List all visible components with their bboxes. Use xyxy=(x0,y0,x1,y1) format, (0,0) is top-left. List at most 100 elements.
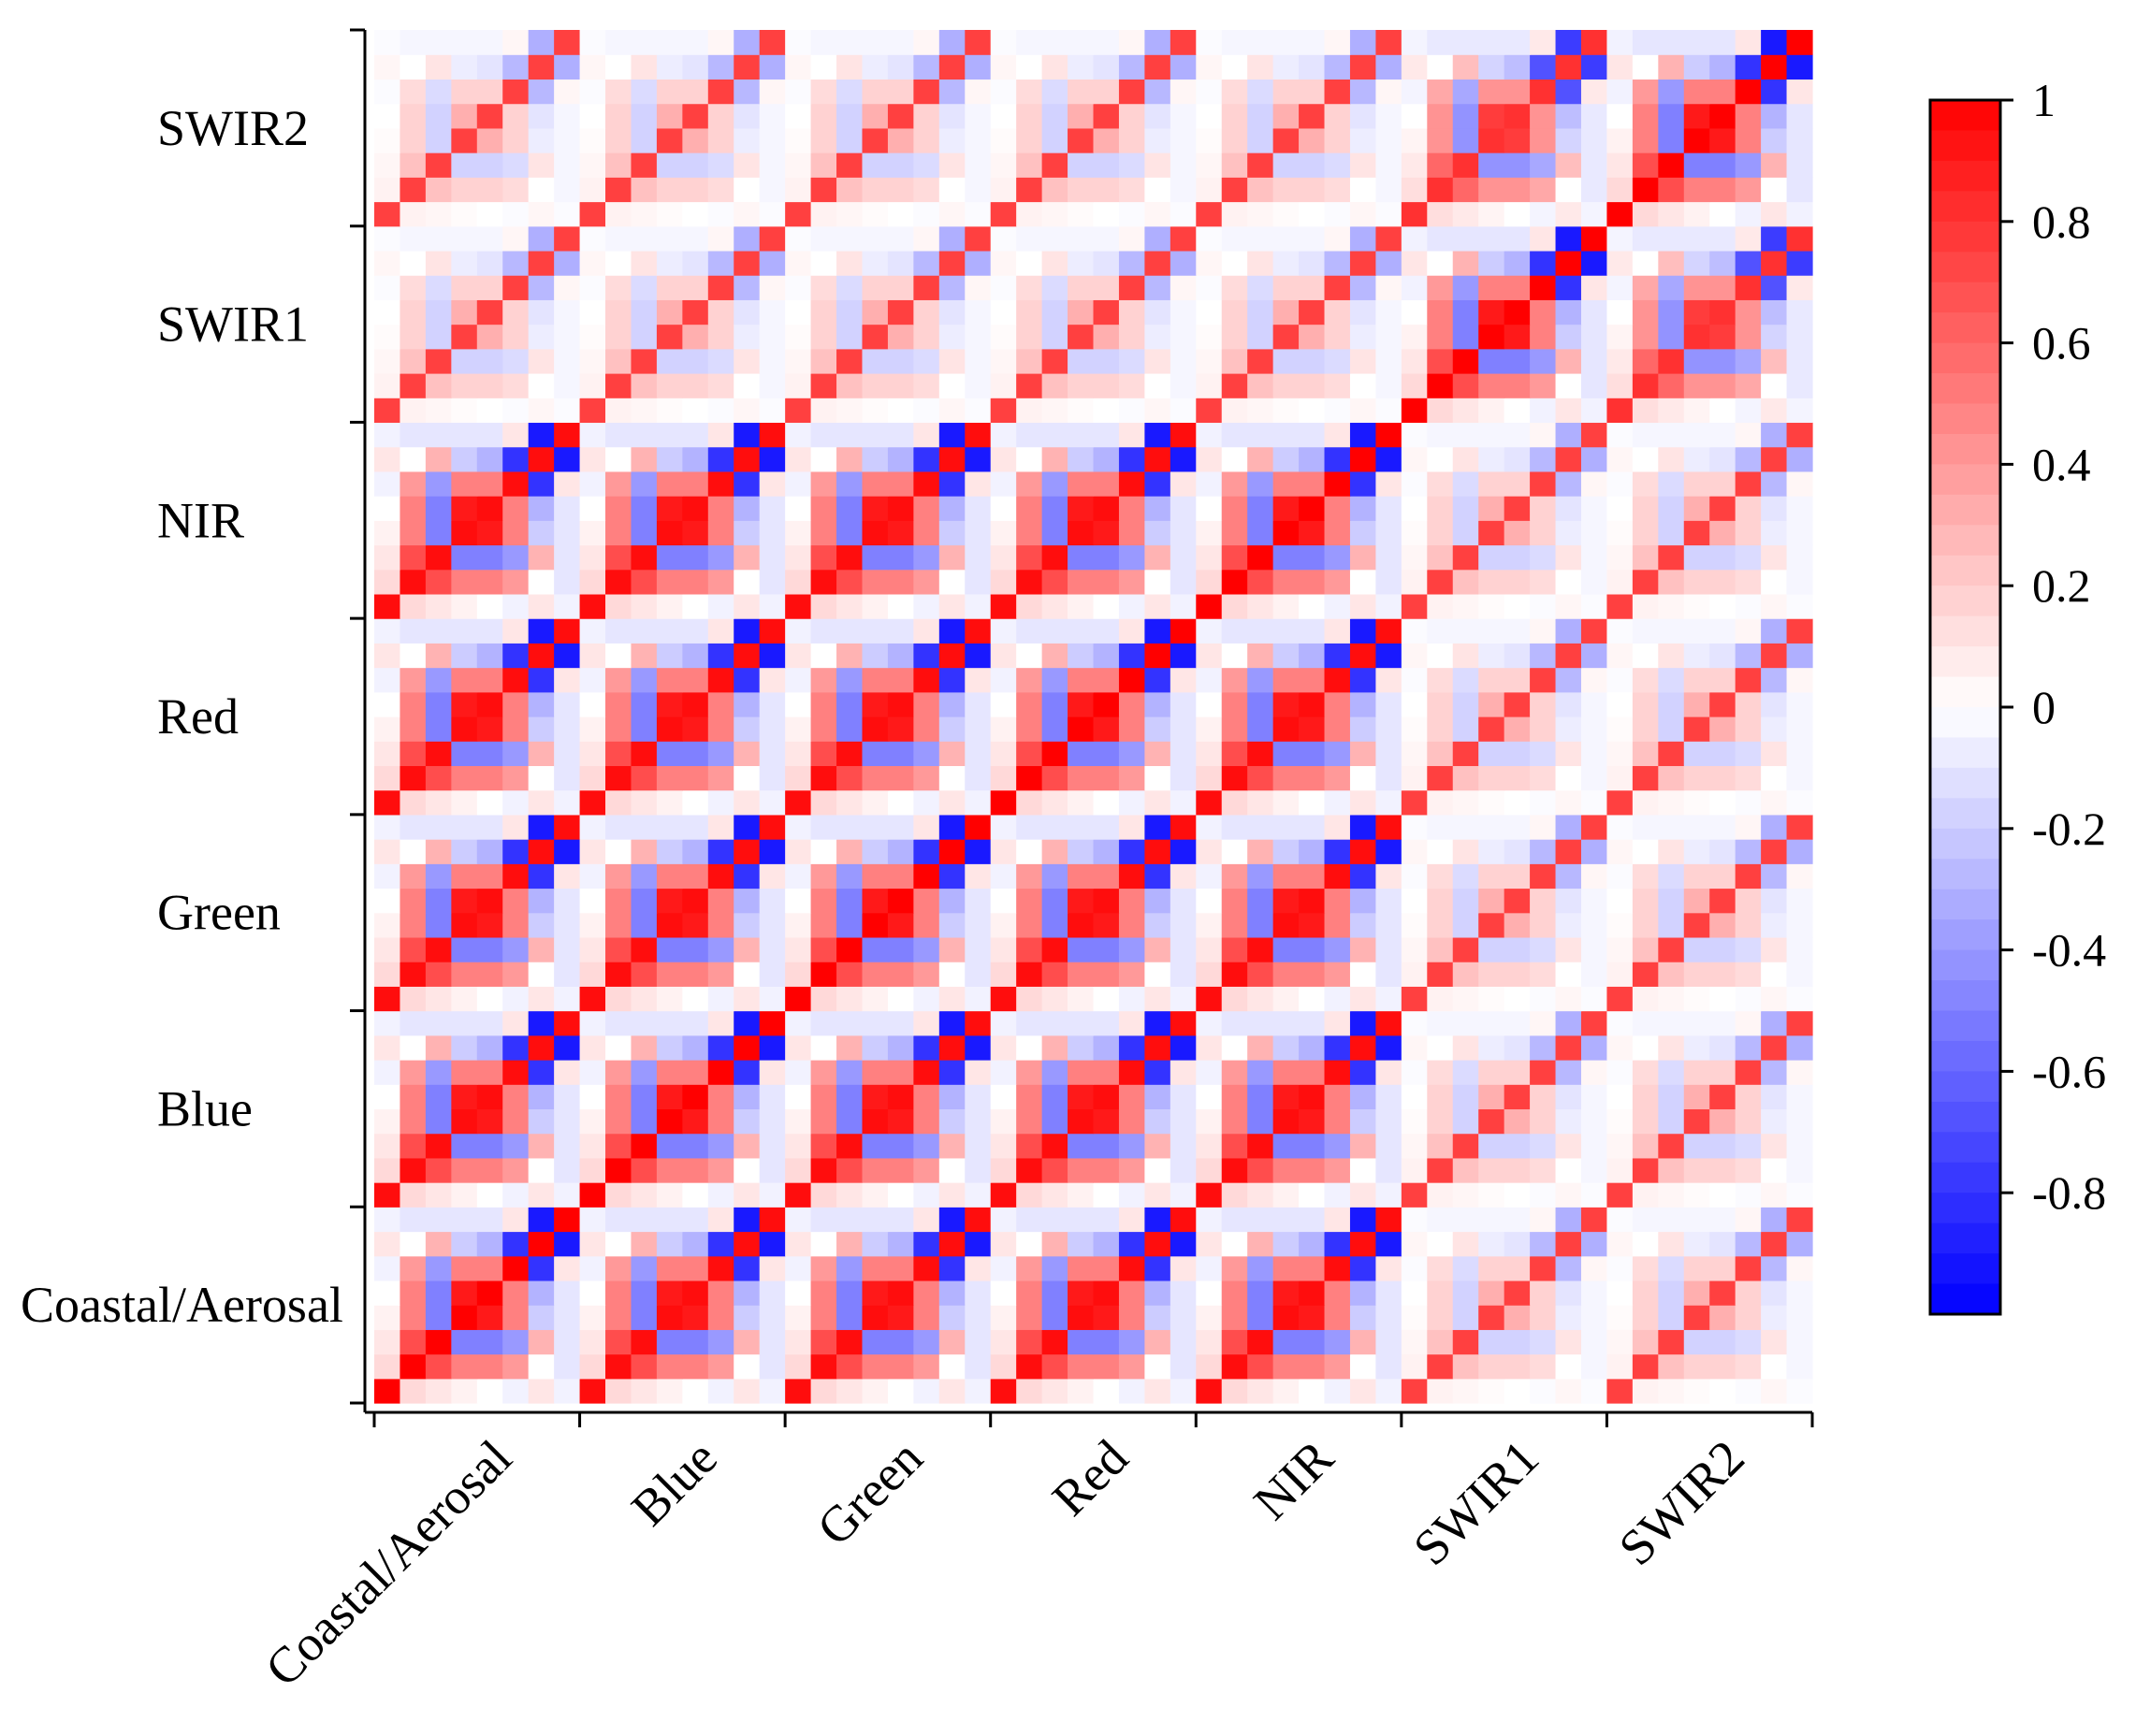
heatmap-cell xyxy=(1658,1084,1685,1110)
heatmap-cell xyxy=(1375,225,1402,252)
heatmap-cell xyxy=(836,1207,864,1233)
heatmap-cell xyxy=(682,1280,709,1306)
heatmap-cell xyxy=(1504,1182,1531,1208)
heatmap-cell xyxy=(451,691,478,717)
heatmap-cell xyxy=(836,152,864,178)
heatmap-cell xyxy=(682,1034,709,1061)
heatmap-cell xyxy=(1786,1034,1813,1061)
heatmap-cell xyxy=(631,1108,658,1135)
colorbar-swatch xyxy=(1930,191,2000,223)
heatmap-cell xyxy=(759,814,786,840)
heatmap-cell xyxy=(1427,962,1454,987)
heatmap-cell xyxy=(1452,103,1479,129)
heatmap-cell xyxy=(682,422,709,448)
heatmap-cell xyxy=(1683,1255,1710,1281)
heatmap-cell xyxy=(502,618,530,644)
heatmap-cell xyxy=(1375,618,1402,644)
heatmap-cell xyxy=(1683,1305,1710,1330)
heatmap-cell xyxy=(1247,1060,1274,1085)
heatmap-cell xyxy=(1452,643,1479,669)
heatmap-cell xyxy=(1735,643,1762,669)
heatmap-cell xyxy=(1272,593,1300,619)
heatmap-cell xyxy=(990,1157,1017,1183)
heatmap-cell xyxy=(502,1034,530,1061)
heatmap-cell xyxy=(759,1133,786,1159)
heatmap-cell xyxy=(1349,839,1377,864)
heatmap-cell xyxy=(682,1157,709,1183)
heatmap-cell xyxy=(579,789,606,816)
heatmap-cell xyxy=(1299,30,1326,55)
heatmap-cell xyxy=(1068,54,1095,80)
heatmap-cell xyxy=(836,177,864,203)
heatmap-cell xyxy=(1349,863,1377,890)
heatmap-cell xyxy=(836,1182,864,1208)
heatmap-cell xyxy=(1452,1182,1479,1208)
heatmap-cell xyxy=(1606,299,1634,326)
heatmap-cell xyxy=(1118,863,1145,890)
heatmap-cell xyxy=(1427,103,1454,129)
heatmap-cell xyxy=(400,1329,427,1355)
heatmap-cell xyxy=(810,1157,837,1183)
heatmap-cell xyxy=(1530,888,1557,914)
heatmap-cell xyxy=(1093,839,1120,864)
heatmap-cell xyxy=(502,814,530,840)
heatmap-cell xyxy=(887,79,914,105)
heatmap-cell xyxy=(1144,398,1171,424)
heatmap-cell xyxy=(579,1157,606,1183)
heatmap-cell xyxy=(1606,912,1634,938)
heatmap-cell xyxy=(1247,741,1274,767)
heatmap-cell xyxy=(1221,201,1248,227)
heatmap-cell xyxy=(1786,741,1813,767)
heatmap-cell xyxy=(1118,1231,1145,1257)
heatmap-cell xyxy=(1375,177,1402,203)
heatmap-cell xyxy=(965,569,992,595)
heatmap-cell xyxy=(451,618,478,644)
heatmap-cell xyxy=(1658,593,1685,619)
heatmap-cell xyxy=(1530,496,1557,521)
heatmap-cell xyxy=(1606,1084,1634,1110)
heatmap-cell xyxy=(1761,275,1788,300)
heatmap-cell xyxy=(759,888,786,914)
heatmap-cell xyxy=(682,177,709,203)
heatmap-cell xyxy=(502,839,530,864)
heatmap-cell xyxy=(810,520,837,546)
heatmap-cell xyxy=(734,373,761,398)
heatmap-cell xyxy=(1478,127,1505,153)
heatmap-cell xyxy=(631,1133,658,1159)
heatmap-cell xyxy=(1683,1280,1710,1306)
heatmap-cell xyxy=(810,398,837,424)
heatmap-cell xyxy=(1299,1280,1326,1306)
heatmap-cell xyxy=(1041,299,1068,326)
heatmap-cell xyxy=(631,765,658,791)
heatmap-cell xyxy=(862,177,889,203)
heatmap-cell xyxy=(1068,1182,1095,1208)
heatmap-cell xyxy=(528,912,555,938)
heatmap-cell xyxy=(400,1378,427,1404)
heatmap-cell xyxy=(887,1034,914,1061)
heatmap-cell xyxy=(913,1084,940,1110)
heatmap-cell xyxy=(836,373,864,398)
heatmap-cell xyxy=(400,814,427,840)
heatmap-cell xyxy=(734,1034,761,1061)
heatmap-cell xyxy=(1580,127,1608,153)
heatmap-cell xyxy=(1272,1255,1300,1281)
heatmap-cell xyxy=(579,250,606,276)
heatmap-cell xyxy=(1196,839,1223,864)
heatmap-cell xyxy=(1735,1108,1762,1135)
heatmap-cell xyxy=(1427,618,1454,644)
heatmap-cell xyxy=(1118,888,1145,914)
heatmap-cell xyxy=(1761,912,1788,938)
heatmap-cell xyxy=(502,1378,530,1404)
heatmap-cell xyxy=(1401,765,1428,791)
heatmap-cell xyxy=(554,1353,581,1380)
heatmap-cell xyxy=(1632,839,1659,864)
heatmap-cell xyxy=(1221,1378,1248,1404)
heatmap-cell xyxy=(1606,446,1634,472)
heatmap-cell xyxy=(528,839,555,864)
heatmap-cell xyxy=(1068,201,1095,227)
heatmap-cell xyxy=(656,177,683,203)
heatmap-cell xyxy=(810,643,837,669)
heatmap-cell xyxy=(1041,962,1068,987)
heatmap-cell xyxy=(1786,839,1813,864)
heatmap-cell xyxy=(1427,691,1454,717)
